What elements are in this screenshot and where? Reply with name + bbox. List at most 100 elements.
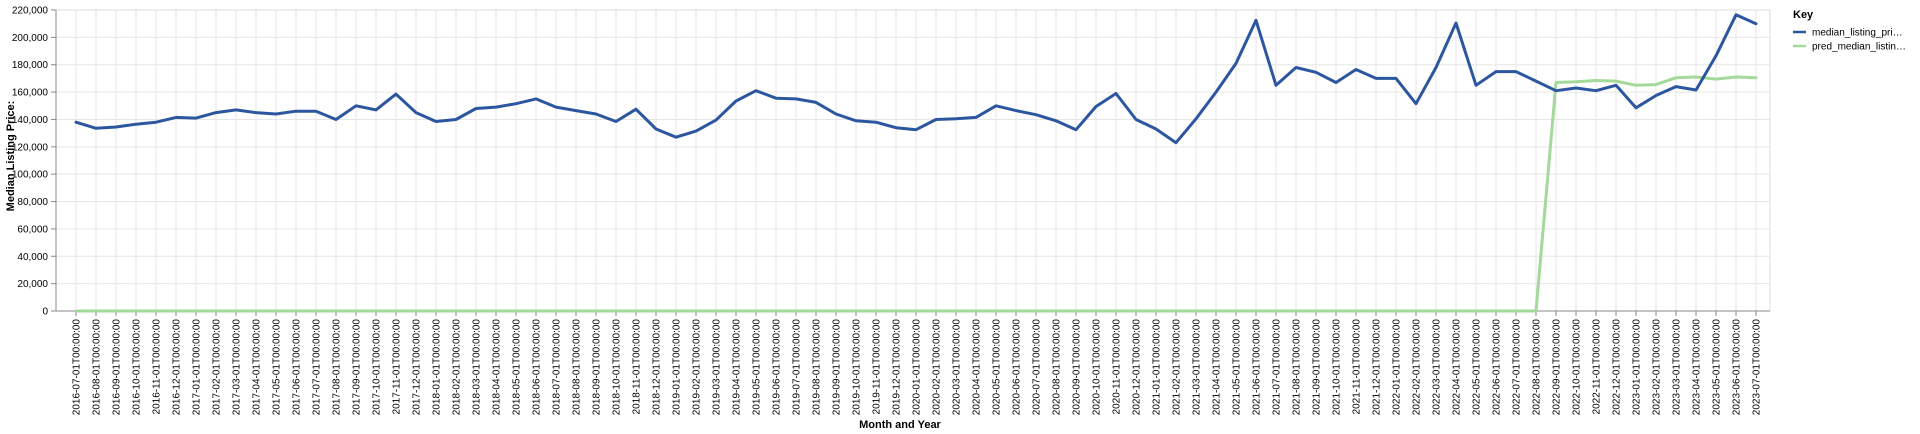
x-tick-label: 2020-10-01T00:00:00 — [1092, 319, 1103, 416]
x-tick-label: 2016-10-01T00:00:00 — [132, 319, 143, 416]
x-tick-label: 2019-06-01T00:00:00 — [772, 319, 783, 416]
x-tick-label: 2020-11-01T00:00:00 — [1112, 319, 1123, 415]
legend: Key median_listing_pri… pred_median_listi… — [1793, 9, 1906, 53]
x-tick-label: 2017-02-01T00:00:00 — [212, 319, 223, 416]
x-tick-label: 2023-06-01T00:00:00 — [1732, 319, 1743, 416]
x-tick-label: 2022-08-01T00:00:00 — [1532, 319, 1543, 416]
x-tick-label: 2020-04-01T00:00:00 — [972, 319, 983, 416]
x-tick-label: 2022-02-01T00:00:00 — [1412, 319, 1423, 416]
x-tick-label: 2018-04-01T00:00:00 — [492, 319, 503, 416]
x-tick-label: 2020-08-01T00:00:00 — [1052, 319, 1063, 416]
x-tick-label: 2020-09-01T00:00:00 — [1072, 319, 1083, 416]
x-tick-label: 2019-12-01T00:00:00 — [892, 319, 903, 416]
y-tick-label: 220,000 — [12, 6, 49, 17]
plot-frame — [55, 9, 1771, 312]
x-tick-label: 2017-01-01T00:00:00 — [192, 319, 203, 416]
x-tick-label: 2020-06-01T00:00:00 — [1012, 319, 1023, 416]
series-line-0 — [74, 13, 1758, 145]
y-axis-title: Median Listing Price: — [5, 101, 17, 212]
x-tick-label: 2021-01-01T00:00:00 — [1152, 319, 1163, 416]
series-line-1 — [74, 75, 1758, 313]
x-tick-label: 2018-05-01T00:00:00 — [512, 319, 523, 416]
x-tick-label: 2021-05-01T00:00:00 — [1232, 319, 1243, 416]
x-tick-label: 2021-07-01T00:00:00 — [1272, 319, 1283, 416]
legend-label: pred_median_listin… — [1812, 42, 1906, 53]
y-tick-label: 100,000 — [12, 170, 49, 181]
series-lines — [74, 13, 1758, 313]
x-tick-label: 2021-08-01T00:00:00 — [1292, 319, 1303, 416]
x-tick-label: 2017-04-01T00:00:00 — [252, 319, 263, 416]
x-tick-label: 2021-02-01T00:00:00 — [1172, 319, 1183, 416]
x-tick-label: 2019-11-01T00:00:00 — [872, 319, 883, 415]
x-tick-label: 2018-11-01T00:00:00 — [632, 319, 643, 415]
y-tick-label: 160,000 — [12, 88, 49, 99]
x-tick-label: 2019-08-01T00:00:00 — [812, 319, 823, 416]
x-tick-label: 2019-04-01T00:00:00 — [732, 319, 743, 416]
y-tick-label: 200,000 — [12, 33, 49, 44]
x-tick-label: 2017-06-01T00:00:00 — [292, 319, 303, 416]
legend-label: median_listing_pri… — [1812, 28, 1903, 39]
x-tick-label: 2021-03-01T00:00:00 — [1192, 319, 1203, 416]
x-tick-label: 2016-07-01T00:00:00 — [72, 319, 83, 416]
x-tick-label: 2019-10-01T00:00:00 — [852, 319, 863, 416]
y-tick-label: 0 — [42, 307, 48, 318]
x-tick-label: 2020-12-01T00:00:00 — [1132, 319, 1143, 416]
x-tick-label: 2018-03-01T00:00:00 — [472, 319, 483, 416]
x-tick-label: 2016-08-01T00:00:00 — [92, 319, 103, 416]
y-tick-label: 40,000 — [17, 252, 48, 263]
x-tick-label: 2020-02-01T00:00:00 — [932, 319, 943, 416]
x-tick-label: 2017-10-01T00:00:00 — [372, 319, 383, 416]
x-tick-label: 2023-07-01T00:00:00 — [1752, 319, 1763, 416]
x-tick-label: 2022-06-01T00:00:00 — [1492, 319, 1503, 416]
x-tick-label: 2018-08-01T00:00:00 — [572, 319, 583, 416]
axes: 0 20,000 40,000 60,000 80,000 100,000 120,000 1… — [12, 6, 1771, 416]
x-tick-label: 2022-01-01T00:00:00 — [1392, 319, 1403, 416]
x-tick-label: 2019-01-01T00:00:00 — [672, 319, 683, 416]
y-tick-label: 180,000 — [12, 60, 49, 71]
x-tick-label: 2017-03-01T00:00:00 — [232, 319, 243, 416]
x-tick-label: 2023-04-01T00:00:00 — [1692, 319, 1703, 416]
x-tick-label: 2018-01-01T00:00:00 — [432, 319, 443, 416]
x-tick-label: 2022-03-01T00:00:00 — [1432, 319, 1443, 416]
x-tick-label: 2017-12-01T00:00:00 — [412, 319, 423, 416]
x-tick-label: 2018-12-01T00:00:00 — [652, 319, 663, 416]
x-tick-label: 2019-03-01T00:00:00 — [712, 319, 723, 416]
x-tick-label: 2020-01-01T00:00:00 — [912, 319, 923, 416]
x-tick-label: 2020-03-01T00:00:00 — [952, 319, 963, 416]
x-tick-label: 2018-06-01T00:00:00 — [532, 319, 543, 416]
y-tick-label: 60,000 — [17, 224, 48, 235]
x-tick-label: 2017-08-01T00:00:00 — [332, 319, 343, 416]
x-tick-label: 2020-05-01T00:00:00 — [992, 319, 1003, 416]
x-tick-label: 2019-07-01T00:00:00 — [792, 319, 803, 416]
x-axis-title: Month and Year — [859, 419, 941, 431]
x-tick-label: 2022-05-01T00:00:00 — [1472, 319, 1483, 416]
x-tick-label: 2021-10-01T00:00:00 — [1332, 319, 1343, 416]
x-tick-label: 2021-12-01T00:00:00 — [1372, 319, 1383, 416]
x-tick-label: 2022-09-01T00:00:00 — [1552, 319, 1563, 416]
x-tick-label: 2017-11-01T00:00:00 — [392, 319, 403, 415]
y-tick-label: 140,000 — [12, 115, 49, 126]
y-tick-label: 20,000 — [17, 279, 48, 290]
x-tick-label: 2023-03-01T00:00:00 — [1672, 319, 1683, 416]
x-tick-label: 2022-11-01T00:00:00 — [1592, 319, 1603, 415]
x-tick-label: 2023-01-01T00:00:00 — [1632, 319, 1643, 416]
x-tick-label: 2018-10-01T00:00:00 — [612, 319, 623, 416]
x-tick-label: 2017-09-01T00:00:00 — [352, 319, 363, 416]
x-tick-label: 2021-09-01T00:00:00 — [1312, 319, 1323, 416]
x-tick-label: 2017-05-01T00:00:00 — [272, 319, 283, 416]
y-tick-label: 120,000 — [12, 142, 49, 153]
x-tick-label: 2022-10-01T00:00:00 — [1572, 319, 1583, 416]
x-tick-label: 2016-12-01T00:00:00 — [172, 319, 183, 416]
x-tick-label: 2022-04-01T00:00:00 — [1452, 319, 1463, 416]
x-tick-label: 2016-11-01T00:00:00 — [152, 319, 163, 415]
x-tick-label: 2023-05-01T00:00:00 — [1712, 319, 1723, 416]
x-tick-label: 2021-04-01T00:00:00 — [1212, 319, 1223, 416]
y-tick-label: 80,000 — [17, 197, 48, 208]
x-tick-label: 2016-09-01T00:00:00 — [112, 319, 123, 416]
x-tick-label: 2019-05-01T00:00:00 — [752, 319, 763, 416]
x-tick-label: 2018-09-01T00:00:00 — [592, 319, 603, 416]
legend-title: Key — [1793, 9, 1814, 21]
x-tick-label: 2019-02-01T00:00:00 — [692, 319, 703, 416]
x-tick-label: 2018-02-01T00:00:00 — [452, 319, 463, 416]
